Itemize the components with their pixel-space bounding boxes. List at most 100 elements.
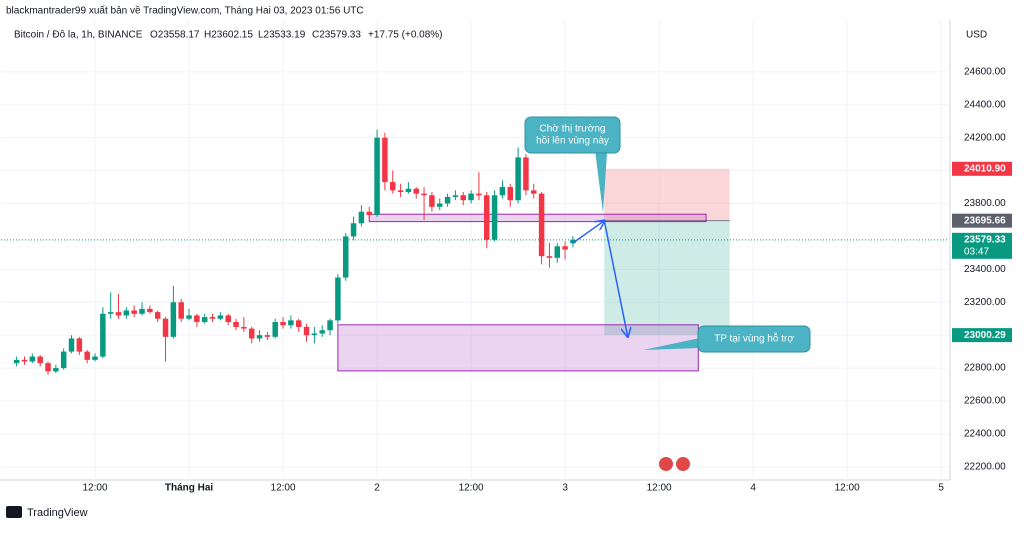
candle-body [29,356,36,362]
candle-body [484,195,490,240]
candle-body [491,195,498,240]
candle-body [476,193,482,196]
candle-body [92,356,98,360]
candle-body [272,322,278,337]
y-tick-label: 24400.00 [964,99,1006,110]
legend-ohlc: O23558.17 H23602.15 L23533.19 C23579.33 +17.… [150,30,443,41]
candle-body [515,157,521,201]
candle-body [139,308,145,314]
event-icon [659,457,673,471]
callout-pointer [643,338,700,350]
candle-body [115,312,122,316]
event-icon [676,457,690,471]
y-tick-label: 23200.00 [964,297,1006,308]
x-tick-label: 12:00 [83,483,108,494]
x-tick-label: 12:00 [271,483,296,494]
candle-body [327,320,333,331]
callout-text: Chờ thị trường [540,124,606,135]
candle-body [170,302,177,337]
candle-body [100,313,106,357]
candle-body [60,351,67,369]
candle-body [45,363,51,372]
x-tick-label: 3 [562,483,568,494]
candle-body [303,326,310,336]
candle-body [194,315,200,323]
candles [13,129,576,375]
x-tick-label: 4 [750,483,756,494]
callout-pointer [595,138,608,213]
logo [6,506,22,518]
candle-body [256,335,263,339]
x-tick-label: 2 [374,483,380,494]
price-label-text: 24010.90 [964,163,1006,174]
candle-body [342,236,349,278]
price-label-text: 23579.33 [964,234,1006,245]
candle-body [68,338,75,352]
candle-body [21,359,28,362]
y-tick-label: 22600.00 [964,396,1006,407]
arrow [603,220,628,337]
price-label [952,161,1012,176]
candle-body [53,368,59,372]
candle-body [186,315,192,319]
price-label [952,328,1012,343]
candle-body [209,317,216,319]
candle-body [178,302,184,319]
callout [524,116,621,154]
candle-body [460,195,466,201]
candle-body [389,182,396,191]
candle-body [201,317,208,323]
legend-change: +17.75 (+0.08%) [368,30,443,41]
y-tick-label: 24600.00 [964,66,1006,77]
candle-body [225,315,231,323]
candle-body [241,326,247,329]
candle-body [147,308,153,313]
y-tick-label: 24200.00 [964,132,1006,143]
candle-body [13,359,20,364]
legend-value: L23533.19 [258,30,306,41]
candle-body [554,246,561,258]
legend-value: C23579.33 [312,30,361,41]
candle-body [217,315,224,319]
price-label [952,213,1012,228]
header: blackmantrader99 xuất bản về TradingView… [6,5,364,17]
candle-body [523,157,529,191]
candle-body [382,137,388,183]
candle-body [437,203,443,207]
price-label-text: 23695.66 [964,215,1006,226]
candle-body [538,193,545,257]
y-tick-label: 22400.00 [964,429,1006,440]
callout-text: hồi lên vùng này [536,135,609,147]
candle-body [546,256,553,258]
candle-body [366,211,372,216]
footer: TradingView [27,507,88,519]
zone [368,213,707,223]
candle-body [405,188,412,192]
candle-body [397,190,404,192]
callout-text: TP tại vùng hỗ trợ [714,332,794,345]
candle-body [84,351,90,360]
x-tick-label: 12:00 [459,483,484,494]
target-zone [604,220,730,336]
candle-body [562,246,568,250]
candle-body [452,195,459,197]
x-tick-label: 12:00 [647,483,672,494]
legend-symbol: Bitcoin / Đô la, 1h, BINANCE [14,30,143,41]
candle-body [335,277,341,321]
arrow [572,221,604,244]
candle-body [248,328,255,339]
y-tick-label: 23800.00 [964,198,1006,209]
legend-value: O23558.17 [150,30,200,41]
currency: USD [966,30,987,41]
candle-body [468,193,474,201]
candle-body [570,239,576,244]
candle-body [444,196,451,204]
price-label-text: 23000.29 [964,330,1006,341]
candle-body [429,195,435,207]
legend-value: H23602.15 [204,30,253,41]
candle-body [288,320,294,326]
candle-body [374,137,380,216]
candle-body [499,187,506,196]
